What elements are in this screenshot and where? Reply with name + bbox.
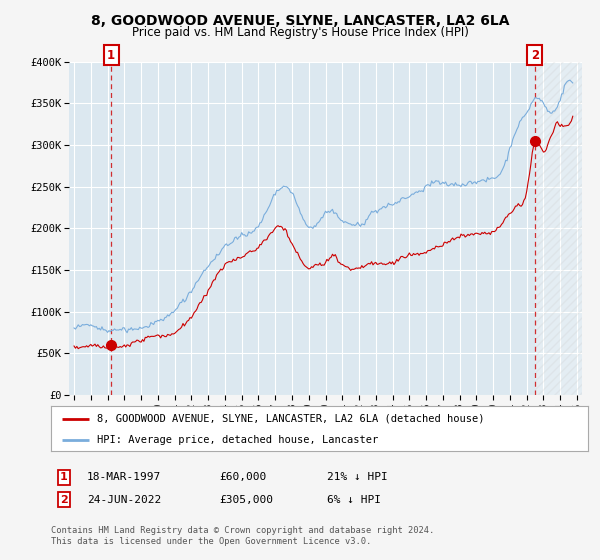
Text: 1: 1 bbox=[60, 472, 68, 482]
Text: 18-MAR-1997: 18-MAR-1997 bbox=[87, 472, 161, 482]
Text: Price paid vs. HM Land Registry's House Price Index (HPI): Price paid vs. HM Land Registry's House … bbox=[131, 26, 469, 39]
Text: £60,000: £60,000 bbox=[219, 472, 266, 482]
Text: Contains HM Land Registry data © Crown copyright and database right 2024.
This d: Contains HM Land Registry data © Crown c… bbox=[51, 526, 434, 546]
Text: 21% ↓ HPI: 21% ↓ HPI bbox=[327, 472, 388, 482]
Text: 6% ↓ HPI: 6% ↓ HPI bbox=[327, 494, 381, 505]
Text: 2: 2 bbox=[60, 494, 68, 505]
Text: 1: 1 bbox=[107, 49, 115, 62]
Text: 8, GOODWOOD AVENUE, SLYNE, LANCASTER, LA2 6LA: 8, GOODWOOD AVENUE, SLYNE, LANCASTER, LA… bbox=[91, 14, 509, 28]
Text: HPI: Average price, detached house, Lancaster: HPI: Average price, detached house, Lanc… bbox=[97, 435, 378, 445]
Text: £305,000: £305,000 bbox=[219, 494, 273, 505]
Text: 24-JUN-2022: 24-JUN-2022 bbox=[87, 494, 161, 505]
Text: 8, GOODWOOD AVENUE, SLYNE, LANCASTER, LA2 6LA (detached house): 8, GOODWOOD AVENUE, SLYNE, LANCASTER, LA… bbox=[97, 413, 484, 423]
Text: 2: 2 bbox=[530, 49, 539, 62]
